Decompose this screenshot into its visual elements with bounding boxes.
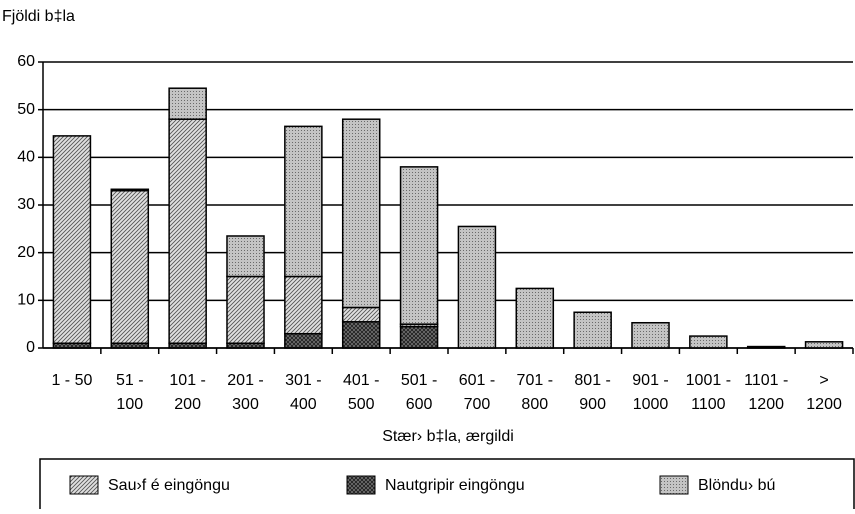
y-axis-title: Fjöldi b‡la <box>2 8 75 25</box>
bar-segment <box>399 166 439 325</box>
x-tick-label: 201 - <box>227 372 263 389</box>
bar-segment <box>226 235 265 278</box>
x-tick-label: 1101 - <box>744 372 788 389</box>
bar-segment <box>341 321 381 349</box>
x-tick-label: 600 <box>406 396 433 413</box>
bar-segment <box>168 87 207 120</box>
bar-segment <box>631 321 670 349</box>
bar-segment <box>284 332 323 349</box>
legend-label: Nautgripir eingöngu <box>385 477 525 494</box>
bar-segment <box>52 135 92 344</box>
legend-swatch <box>659 475 689 495</box>
x-tick-label: > <box>819 372 828 389</box>
bar-segment <box>110 189 150 344</box>
x-tick-label: 300 <box>232 396 259 413</box>
x-axis-title: Stær› b‡la, ærgildi <box>382 428 514 445</box>
y-tick-label: 0 <box>26 339 35 356</box>
x-tick-label: 1200 <box>748 396 784 413</box>
y-tick-label: 20 <box>17 244 35 261</box>
x-tick-label: 1000 <box>633 396 669 413</box>
legend-label: Blöndu› bú <box>698 477 775 494</box>
bar-segment <box>110 188 150 192</box>
y-tick-label: 50 <box>17 101 35 118</box>
x-tick-label: 700 <box>464 396 491 413</box>
x-tick-label: 900 <box>579 396 606 413</box>
bar-segment <box>284 275 323 335</box>
x-tick-label: 1200 <box>806 396 842 413</box>
x-tick-label: 501 - <box>401 372 437 389</box>
x-tick-label: 101 - <box>169 372 205 389</box>
x-tick-label: 801 - <box>574 372 610 389</box>
x-tick-label: 1100 <box>691 396 726 413</box>
x-tick-label: 200 <box>174 396 201 413</box>
bar-segment <box>573 311 612 349</box>
x-tick-label: 901 - <box>632 372 668 389</box>
x-tick-label: 100 <box>116 396 143 413</box>
bar-segment <box>804 341 844 349</box>
bar-segment <box>399 325 439 349</box>
legend-swatch <box>346 475 376 495</box>
x-tick-label: 401 - <box>343 372 379 389</box>
x-tick-label: 301 - <box>285 372 321 389</box>
bar-segment <box>341 118 381 309</box>
x-tick-label: 601 - <box>459 372 495 389</box>
bar-segment <box>689 335 728 349</box>
y-tick-label: 60 <box>17 53 35 70</box>
bar-segment <box>457 225 497 349</box>
legend-swatch <box>69 475 99 495</box>
x-tick-label: 51 - <box>116 372 144 389</box>
y-tick-label: 10 <box>17 292 35 309</box>
bar-segment <box>284 125 323 278</box>
bar-segment <box>341 306 381 323</box>
bar-segment <box>226 275 265 344</box>
y-tick-label: 40 <box>17 149 35 166</box>
x-tick-label: 500 <box>348 396 375 413</box>
bar-segment <box>515 287 555 349</box>
x-tick-label: 800 <box>521 396 548 413</box>
x-tick-label: 1001 - <box>686 372 731 389</box>
legend-box <box>39 458 855 514</box>
bar-segment <box>168 118 207 344</box>
legend-label: Sau›f é eingöngu <box>108 477 230 494</box>
y-tick-label: 30 <box>17 196 35 213</box>
x-tick-label: 400 <box>290 396 317 413</box>
x-tick-label: 701 - <box>517 372 553 389</box>
x-tick-label: 1 - 50 <box>51 372 92 389</box>
